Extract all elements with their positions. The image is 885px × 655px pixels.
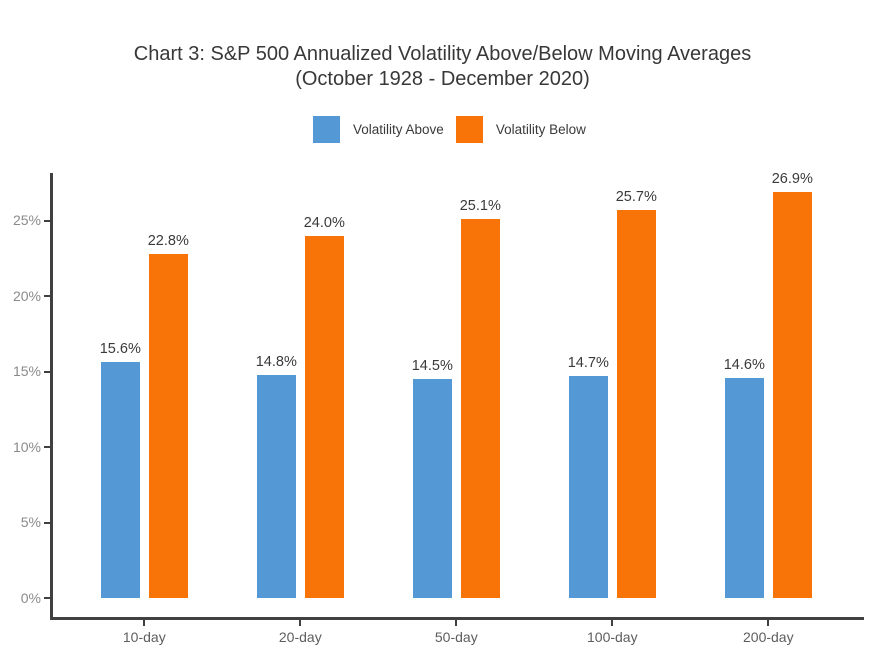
y-tick-label: 5% <box>20 514 41 530</box>
y-tick-label: 15% <box>12 363 41 379</box>
x-tick-label: 10-day <box>122 629 166 645</box>
x-tick-label: 50-day <box>434 629 478 645</box>
legend-item-volatility-below: Volatility Below <box>455 116 586 143</box>
bar-volatility-below-10-day <box>148 253 188 598</box>
chart-title-block: Chart 3: S&P 500 Annualized Volatility A… <box>0 42 885 92</box>
legend-swatch-below <box>455 116 483 143</box>
bar-value-label: 22.8% <box>147 232 189 249</box>
chart-subtitle: (October 1928 - December 2020) <box>295 68 590 90</box>
bar-volatility-above-100-day <box>568 376 608 598</box>
bar-volatility-above-20-day <box>256 374 296 598</box>
bar-volatility-below-20-day <box>304 235 344 598</box>
x-tick-label: 200-day <box>743 629 794 645</box>
x-tick-label: 20-day <box>278 629 322 645</box>
bar-value-label: 14.5% <box>411 358 453 375</box>
legend: Volatility Above Volatility Below <box>313 116 586 143</box>
x-tick <box>455 619 458 626</box>
bar-value-label: 25.1% <box>459 197 501 214</box>
y-tick-label: 25% <box>12 212 41 228</box>
x-tick <box>611 619 614 626</box>
y-tick <box>44 597 50 599</box>
y-tick-label: 20% <box>12 287 41 304</box>
bar-value-label: 14.8% <box>255 353 297 370</box>
y-axis-line <box>50 173 53 620</box>
legend-item-volatility-above: Volatility Above <box>313 116 444 143</box>
bar-value-label: 14.7% <box>567 355 609 372</box>
x-tick <box>767 619 770 626</box>
bar-volatility-above-200-day <box>724 377 764 598</box>
bar-value-label: 25.7% <box>615 188 657 205</box>
x-tick-label: 100-day <box>587 629 638 645</box>
legend-swatch-above <box>313 116 340 143</box>
x-tick <box>143 619 146 626</box>
bar-volatility-below-100-day <box>616 209 656 598</box>
bar-volatility-above-50-day <box>412 379 452 598</box>
bar-volatility-below-200-day <box>772 191 812 598</box>
chart-title: Chart 3: S&P 500 Annualized Volatility A… <box>133 43 752 65</box>
y-tick <box>44 219 50 222</box>
bar-value-label: 15.6% <box>99 341 141 358</box>
legend-label-above: Volatility Above <box>353 122 444 137</box>
bar-value-label: 14.6% <box>723 356 765 373</box>
legend-label-below: Volatility Below <box>495 122 586 137</box>
bar-value-label: 26.9% <box>771 170 813 187</box>
y-tick <box>44 521 50 524</box>
y-tick-label: 0% <box>20 589 41 606</box>
y-tick <box>44 295 50 297</box>
bar-volatility-below-50-day <box>460 218 500 598</box>
y-tick <box>44 370 50 373</box>
x-tick <box>299 619 302 626</box>
y-tick <box>44 446 50 448</box>
y-tick-label: 10% <box>12 438 41 455</box>
bar-volatility-above-10-day <box>100 362 140 598</box>
bar-value-label: 24.0% <box>303 214 345 231</box>
x-axis-line <box>50 617 864 620</box>
